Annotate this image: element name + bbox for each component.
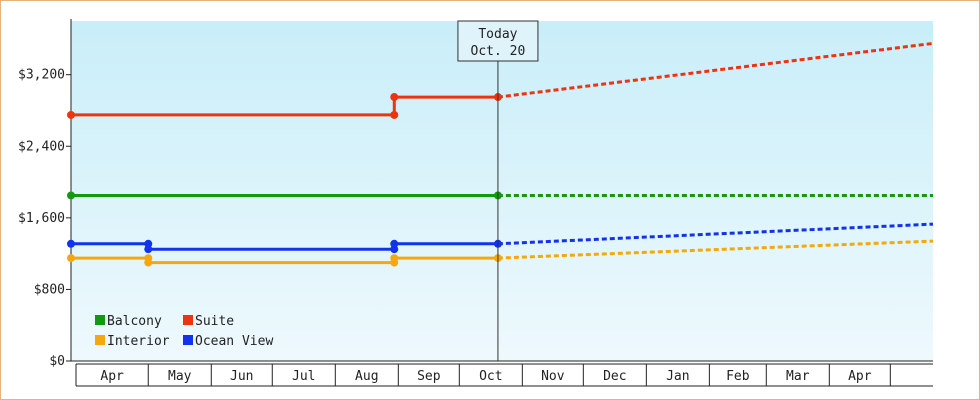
x-tick-label: Dec <box>603 369 626 384</box>
x-tick-label: Apr <box>848 369 872 384</box>
series-forecast-line <box>497 41 934 99</box>
x-tick-label: Feb <box>726 369 750 384</box>
series-history-line <box>71 242 498 251</box>
plot-area <box>71 21 933 361</box>
y-tick-label: $0 <box>49 354 65 369</box>
legend-swatch <box>183 335 193 345</box>
legend-swatch <box>95 335 105 345</box>
y-axis: $0 $800 $1,600 $2,400 $3,200 <box>18 19 933 369</box>
series-layer <box>67 41 934 267</box>
x-tick-label: Apr <box>100 369 124 384</box>
today-date: Oct. 20 <box>471 44 526 59</box>
data-point <box>67 110 75 119</box>
legend-swatch <box>183 315 193 325</box>
legend-label: Suite <box>195 314 234 329</box>
data-point <box>67 254 75 263</box>
data-point <box>144 258 153 267</box>
data-point <box>390 110 399 119</box>
x-tick-label: Jan <box>666 369 689 384</box>
y-tick-label: $800 <box>34 282 65 297</box>
series-balcony <box>67 191 933 200</box>
legend: Balcony Suite Interior Ocean View <box>95 314 273 349</box>
x-tick-label: May <box>168 369 192 384</box>
x-tick-label: Nov <box>541 369 565 384</box>
data-point <box>390 239 399 248</box>
series-forecast-line <box>497 239 934 260</box>
data-point <box>67 191 75 200</box>
x-tick-label: Jul <box>292 369 315 384</box>
x-tick-label: Sep <box>417 369 441 384</box>
data-point <box>390 254 399 263</box>
series-history-line <box>71 95 498 117</box>
data-point <box>67 239 75 248</box>
today-marker: Today Oct. 20 <box>457 20 539 361</box>
today-label-box <box>457 20 539 62</box>
series-interior <box>67 239 934 267</box>
legend-label: Balcony <box>107 314 162 329</box>
series-history-line <box>71 256 498 265</box>
x-axis: Apr May Jun Jul Aug Sep Oct Nov Dec Jan Feb Mar Apr <box>75 363 933 387</box>
series-ocean-view <box>67 222 934 254</box>
data-point <box>390 93 399 102</box>
y-tick-label: $2,400 <box>18 139 65 154</box>
legend-label: Ocean View <box>195 334 273 349</box>
x-tick-label: Aug <box>355 369 378 384</box>
x-tick-label: Oct <box>479 369 502 384</box>
legend-label: Interior <box>107 334 170 349</box>
today-label: Today <box>478 27 517 42</box>
series-forecast-line <box>497 222 934 246</box>
y-tick-label: $1,600 <box>18 211 65 226</box>
x-tick-label: Jun <box>230 369 253 384</box>
legend-swatch <box>95 315 105 325</box>
y-tick-label: $3,200 <box>18 68 65 83</box>
data-point <box>144 245 153 254</box>
series-suite <box>67 41 934 119</box>
x-tick-label: Mar <box>786 369 810 384</box>
